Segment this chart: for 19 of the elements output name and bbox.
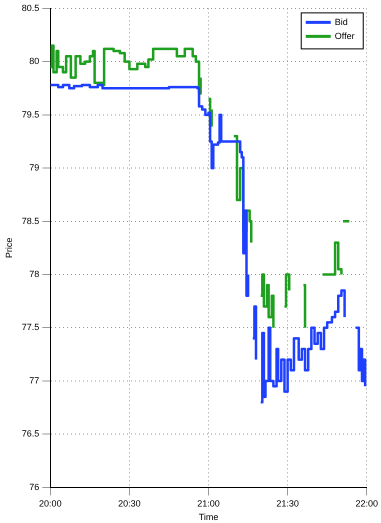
y-tick-label: 77 [29, 375, 40, 386]
x-tick-label: 22:00 [355, 498, 378, 508]
y-tick-label: 80 [29, 56, 40, 66]
x-axis-title: Time [198, 512, 218, 522]
x-tick-label: 20:30 [118, 498, 141, 508]
y-tick-label: 78.5 [22, 216, 40, 226]
x-tick-label: 21:00 [197, 498, 220, 508]
legend-label: Bid [334, 16, 348, 27]
y-tick-label: 76 [29, 482, 40, 492]
x-tick-label: 21:30 [276, 498, 299, 508]
y-tick-label: 80.5 [22, 2, 40, 13]
y-tick-label: 79 [29, 162, 40, 173]
y-tick-label: 76.5 [22, 428, 40, 439]
legend-label: Offer [334, 30, 355, 41]
x-tick-label: 20:00 [39, 498, 62, 508]
y-tick-label: 77.5 [22, 322, 40, 332]
y-tick-label: 78 [29, 268, 40, 279]
y-tick-label: 79.5 [22, 109, 40, 120]
y-axis-title: Price [4, 238, 14, 258]
